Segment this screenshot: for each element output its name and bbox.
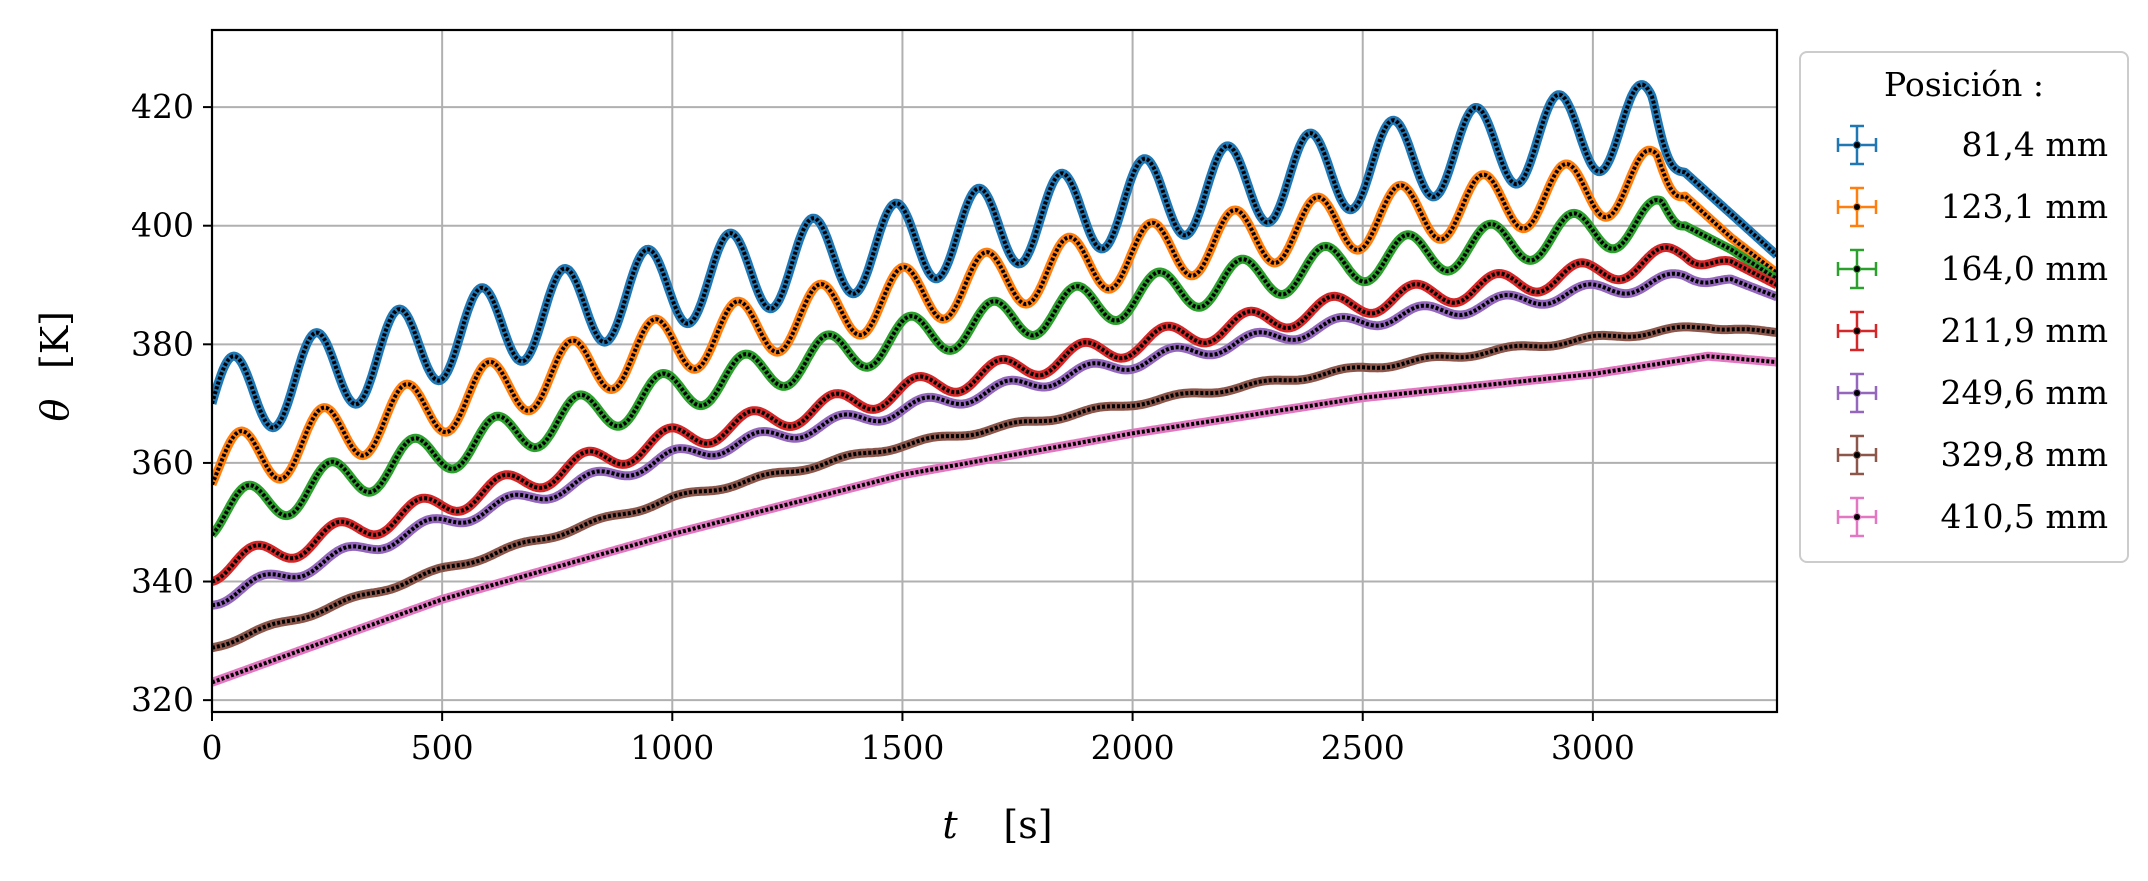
x-tick-label: 2500	[1321, 728, 1405, 767]
legend-marker	[1853, 265, 1861, 273]
series-markers	[212, 324, 1777, 650]
legend-label: 164,0 mm	[1940, 249, 2108, 288]
legend-label: 81,4 mm	[1961, 125, 2108, 164]
x-axis-label-unit: [s]	[1003, 803, 1052, 847]
axis-ticks: 0 500 1000 1500 2000 2500 3000 320 340 360 380 400 4…	[131, 87, 1635, 767]
y-tick-label: 340	[131, 562, 194, 601]
legend-label: 329,8 mm	[1940, 435, 2108, 474]
legend-entry: 164,0 mm	[1836, 248, 2108, 290]
legend-entry: 329,8 mm	[1836, 434, 2108, 476]
series-layer	[212, 80, 1777, 687]
x-tick-label: 0	[202, 728, 223, 767]
legend-marker	[1853, 327, 1861, 335]
x-axis-label: t [s]	[942, 803, 1052, 847]
series-4	[212, 243, 1777, 586]
y-tick-label: 400	[131, 206, 194, 245]
x-tick-label: 500	[411, 728, 474, 767]
y-tick-label: 380	[131, 324, 194, 363]
legend-label: 249,6 mm	[1940, 373, 2108, 412]
legend-label: 123,1 mm	[1940, 187, 2108, 226]
y-axis-label-unit: [K]	[33, 311, 77, 369]
legend-entry: 123,1 mm	[1836, 186, 2108, 228]
x-tick-label: 2000	[1091, 728, 1175, 767]
series-markers	[212, 271, 1777, 608]
series-markers	[212, 245, 1777, 584]
legend-marker	[1853, 513, 1861, 521]
legend-title: Posición :	[1884, 65, 2044, 104]
series-markers	[212, 148, 1777, 486]
series-markers	[212, 354, 1777, 685]
y-axis-label: θ [K]	[33, 311, 77, 421]
x-axis-label-var: t	[942, 803, 958, 847]
legend: Posición : 81,4 mm 123,1 mm 164,0 mm 211,9 …	[1799, 51, 2129, 563]
series-6	[212, 322, 1777, 653]
legend-entry: 410,5 mm	[1836, 496, 2108, 538]
legend-label: 211,9 mm	[1940, 311, 2108, 350]
legend-entry: 81,4 mm	[1836, 124, 2108, 166]
series-markers	[212, 198, 1777, 537]
legend-marker	[1853, 141, 1861, 149]
x-tick-label: 1500	[860, 728, 944, 767]
legend-marker	[1853, 451, 1861, 459]
legend-entry: 211,9 mm	[1836, 310, 2108, 352]
plot-frame	[210, 28, 1779, 714]
series-7	[212, 351, 1777, 687]
series-3	[212, 195, 1777, 538]
series-1	[212, 80, 1777, 433]
legend-box	[1799, 51, 2129, 563]
series-5	[212, 269, 1777, 610]
y-tick-label: 320	[131, 680, 194, 719]
x-tick-label: 1000	[630, 728, 714, 767]
legend-entries: 81,4 mm 123,1 mm 164,0 mm 211,9 mm 249,6 mm 3…	[1836, 124, 2108, 538]
series-markers	[212, 82, 1777, 430]
legend-marker	[1853, 203, 1861, 211]
legend-label: 410,5 mm	[1940, 497, 2108, 536]
y-tick-label: 420	[131, 87, 194, 126]
legend-entry: 249,6 mm	[1836, 372, 2108, 414]
x-tick-label: 3000	[1551, 728, 1635, 767]
legend-marker	[1853, 389, 1861, 397]
series-2	[212, 145, 1777, 487]
y-axis-label-var: θ	[33, 398, 77, 421]
y-tick-label: 360	[131, 443, 194, 482]
